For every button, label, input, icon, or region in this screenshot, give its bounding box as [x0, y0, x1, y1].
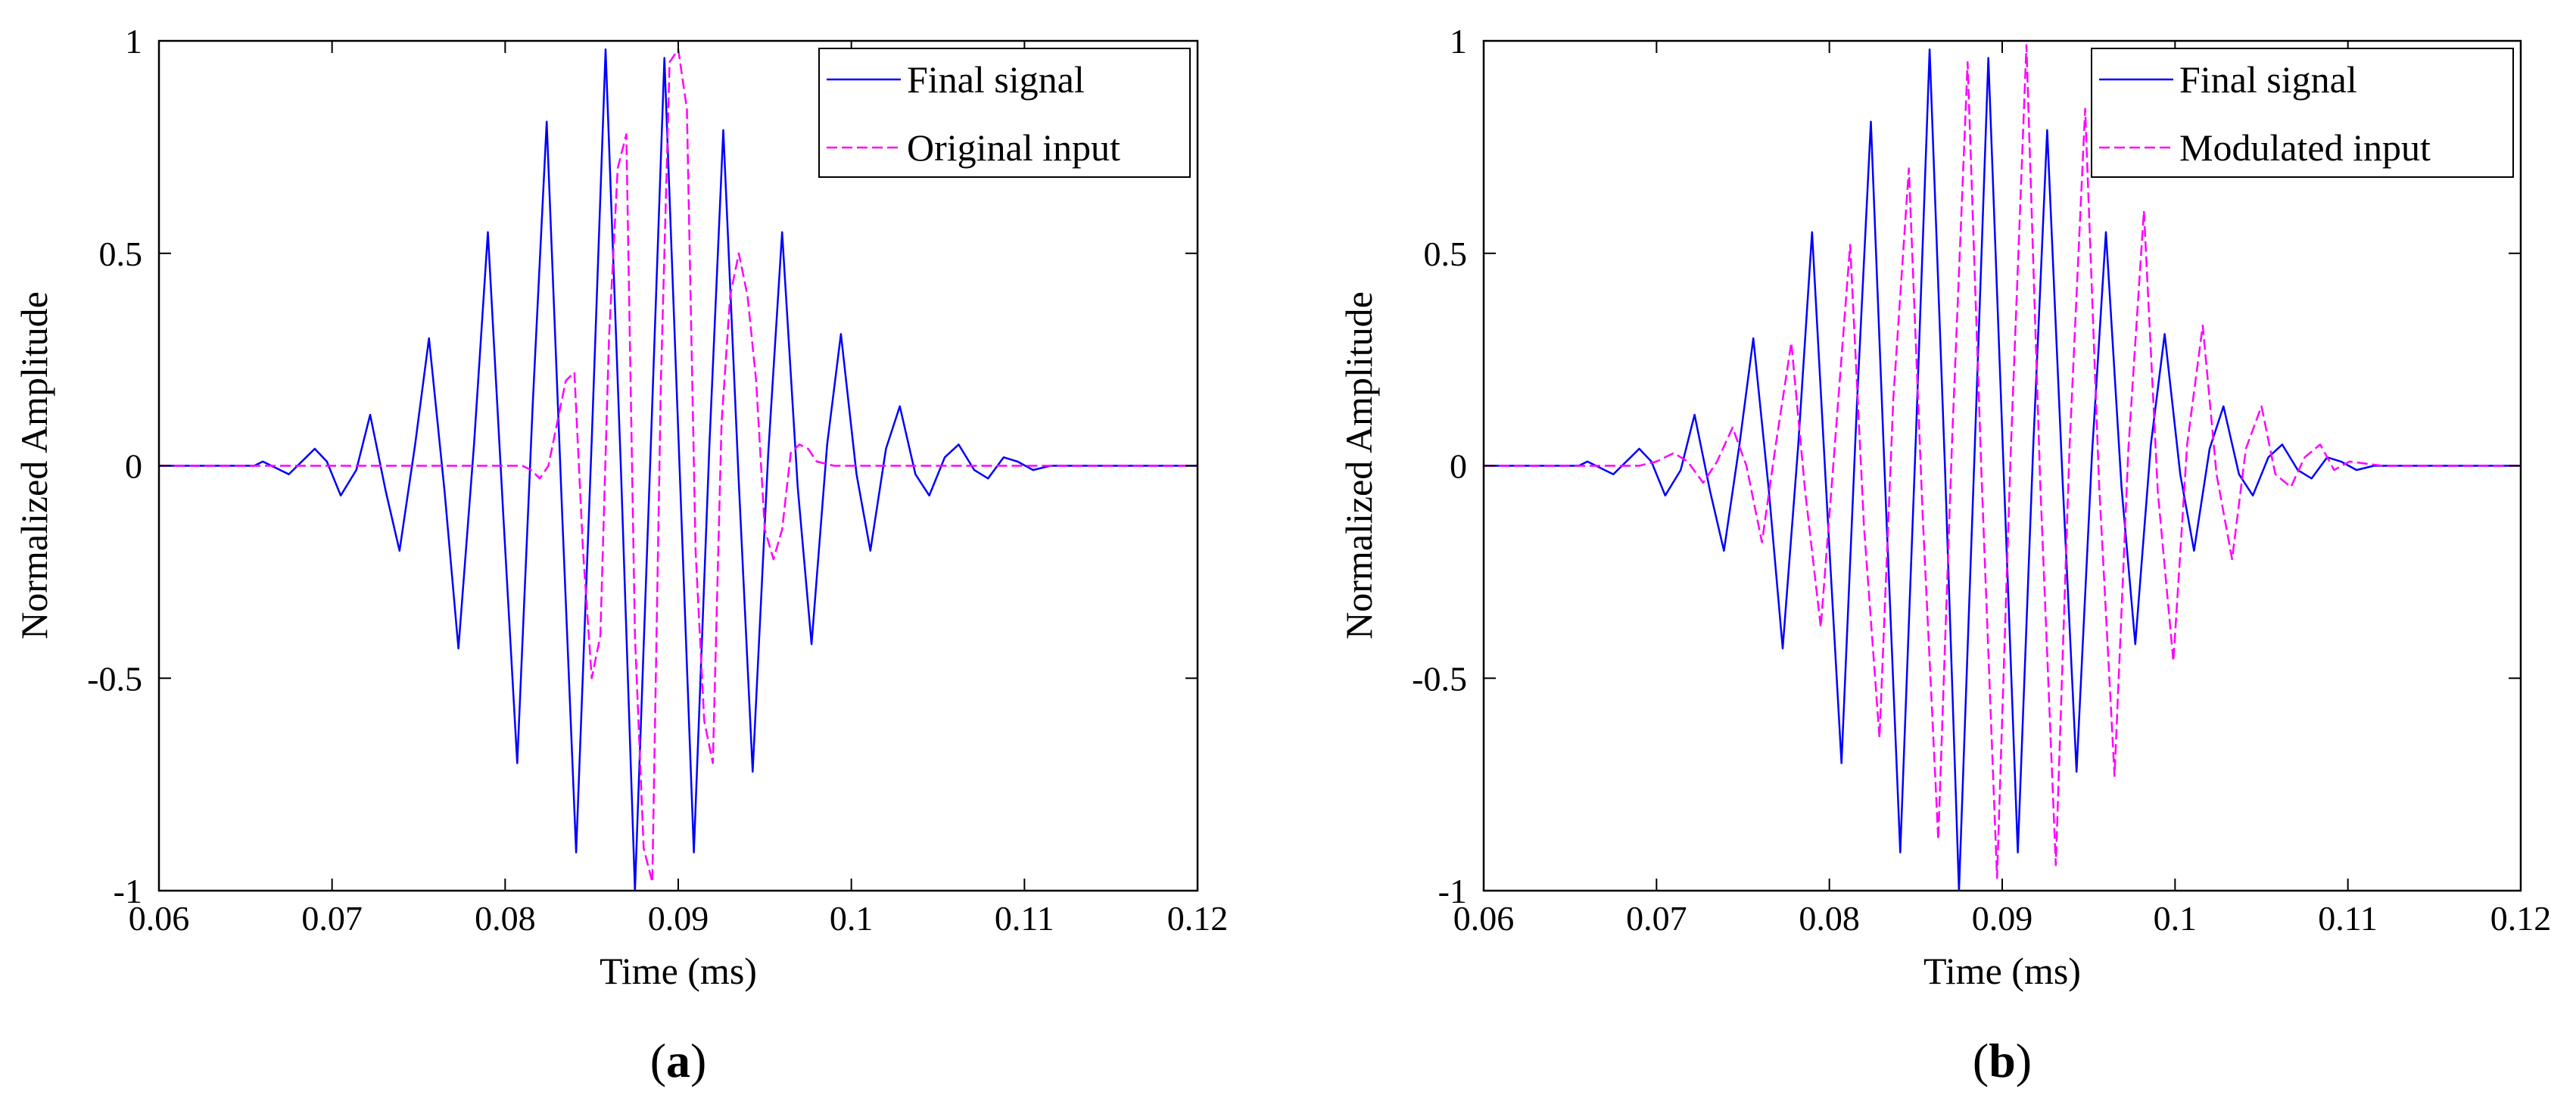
panel-b-xtick-label-0-06: 0.06: [1453, 899, 1515, 938]
panel-a-legend-box: [818, 48, 1191, 178]
panel-a-ytick-label-1: -1: [114, 872, 142, 910]
panel-b-ytick-label-0-5: 0.5: [1424, 235, 1468, 273]
panel-a-xlabel: Time (ms): [600, 950, 757, 992]
panel-a-xtick-label-0-06: 0.06: [129, 899, 190, 938]
panel-b: 0.06 0.07 0.08 0.09 0.1 0.11 0.12 -1 -0.5 0 0.5 1 T…: [1338, 22, 2551, 1087]
panel-a-xtick-label-0-07: 0.07: [301, 899, 363, 938]
panel-b-xtick-label-0-12: 0.12: [2490, 899, 2552, 938]
panel-a-legend: Final signal Original input: [818, 48, 1191, 178]
panel-b-caption: (b): [1973, 1034, 2032, 1087]
panel-b-xtick-label-0-09: 0.09: [1972, 899, 2033, 938]
panel-a-xtick-label-0-11: 0.11: [995, 899, 1054, 938]
panel-b-legend-label-final-signal: Final signal: [2179, 58, 2357, 101]
panel-a-ylabel: Normalized Amplitude: [13, 291, 55, 639]
panel-b-legend-box: [2091, 48, 2514, 178]
panel-a-ytick-label-0: 0: [125, 447, 142, 486]
panel-b-xtick-label-0-08: 0.08: [1799, 899, 1860, 938]
panel-b-ytick-label-1: 1: [1450, 22, 1467, 61]
panel-b-ytick-label-0-5: -0.5: [1412, 659, 1467, 698]
panel-b-series-final-signal: [1484, 48, 2521, 891]
panel-a-ticks: 0.06 0.07 0.08 0.09 0.1 0.11 0.12 -1 -0.5 0 0.5 1: [87, 22, 1228, 938]
panel-b-legend: Final signal Modulated input: [2091, 48, 2514, 178]
panel-a-plot-area: [159, 48, 1198, 891]
panel-a-ytick-label-0-5: 0.5: [99, 235, 143, 273]
panel-b-ytick-label-0: 0: [1450, 447, 1467, 486]
panel-b-legend-label-modulated-input: Modulated input: [2179, 126, 2431, 169]
panel-b-xtick-label-0-11: 0.11: [2318, 899, 2378, 938]
panel-a-xtick-label-0-09: 0.09: [648, 899, 709, 938]
panel-a-xtick-label-0-08: 0.08: [475, 899, 536, 938]
panel-b-series-modulated-input: [1484, 44, 2521, 879]
panel-b-ylabel: Normalized Amplitude: [1338, 291, 1380, 639]
panel-b-plot-area: [1484, 44, 2521, 891]
panel-a-xtick-label-0-12: 0.12: [1167, 899, 1229, 938]
panel-a-series-final-signal: [159, 48, 1198, 891]
panel-b-xtick-label-0-1: 0.1: [2154, 899, 2198, 938]
panel-a-series-original-input: [159, 48, 1198, 884]
panel-a-caption: (a): [650, 1034, 707, 1087]
panel-a-xtick-label-0-1: 0.1: [830, 899, 874, 938]
panel-a-legend-label-final-signal: Final signal: [907, 58, 1085, 101]
panel-a-ytick-label-1: 1: [125, 22, 142, 61]
panel-a-legend-label-original-input: Original input: [907, 126, 1120, 169]
panel-b-xtick-label-0-07: 0.07: [1626, 899, 1687, 938]
panel-b-ticks: 0.06 0.07 0.08 0.09 0.1 0.11 0.12 -1 -0.5 0 0.5 1: [1412, 22, 2551, 938]
panel-a: 0.06 0.07 0.08 0.09 0.1 0.11 0.12 -1 -0.5 0 0.5 1 T…: [13, 22, 1228, 1087]
panel-b-ytick-label-1: -1: [1438, 872, 1467, 910]
panel-a-ytick-label-0-5: -0.5: [87, 659, 142, 698]
panel-b-xlabel: Time (ms): [1923, 950, 2081, 992]
